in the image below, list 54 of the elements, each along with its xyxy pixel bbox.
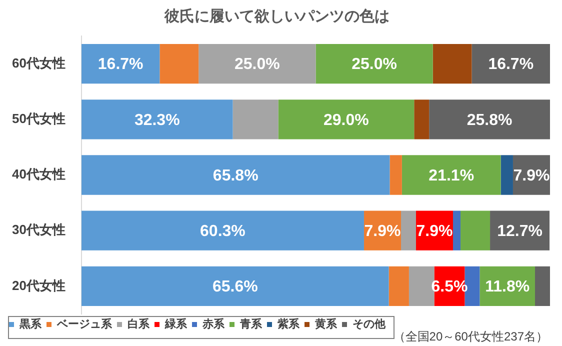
data-label: 21.1%: [428, 167, 474, 184]
bar: [453, 210, 461, 250]
bar: [278, 100, 414, 140]
y-tick-label: 60代女性: [12, 55, 66, 70]
data-label: 7.9%: [513, 167, 550, 184]
bar: [429, 100, 550, 140]
y-tick-label: 30代女性: [12, 222, 66, 238]
data-label: 11.8%: [485, 278, 530, 296]
bar: [432, 44, 472, 84]
bar: [160, 44, 199, 84]
legend-label: その他: [352, 318, 386, 331]
bar: [472, 44, 550, 84]
bar: [535, 266, 550, 306]
bar: [316, 44, 433, 84]
bar: [81, 44, 160, 84]
legend-label: 黒系: [18, 318, 42, 331]
y-tick-label: 40代女性: [12, 166, 66, 182]
bar: [390, 155, 402, 195]
data-label: 16.7%: [488, 56, 534, 74]
bar: [460, 210, 490, 250]
legend-label: ベージュ系: [56, 318, 113, 331]
legend-label: 黄系: [314, 318, 338, 331]
data-label: 25.8%: [466, 112, 512, 129]
bar: [414, 100, 430, 140]
data-label: 65.8%: [212, 167, 258, 184]
legend-label: 赤系: [202, 318, 226, 331]
y-tick-label: 50代女性: [12, 110, 66, 126]
bar: [81, 266, 389, 306]
chart-title: 彼氏に履いて欲しいパンツの色は: [164, 8, 390, 26]
data-label: 7.9%: [416, 223, 453, 240]
text: （全国20～60代女性237名）: [393, 329, 548, 344]
bar: [81, 155, 390, 195]
legend-label: 白系: [128, 318, 150, 331]
y-tick-label: 20代女性: [12, 278, 66, 293]
bar: [401, 210, 416, 250]
bar: [198, 44, 316, 84]
legend-label: 緑系: [164, 318, 188, 331]
legend-label: 紫系: [276, 318, 300, 331]
data-label: 60.3%: [200, 223, 246, 240]
data-label: 7.9%: [364, 223, 401, 240]
data-label: 12.7%: [497, 223, 542, 240]
bar: [500, 155, 513, 195]
bar: [81, 100, 233, 140]
bar: [81, 210, 364, 250]
bar: [402, 155, 501, 195]
bar: [232, 100, 278, 140]
data-label: 65.6%: [212, 278, 258, 296]
data-label: 29.0%: [324, 112, 369, 129]
data-label: 16.7%: [98, 56, 144, 74]
data-label: 25.0%: [352, 56, 397, 74]
legend-label: 青系: [239, 318, 263, 331]
bar: [388, 266, 409, 306]
data-label: 25.0%: [234, 56, 280, 74]
data-label: 32.3%: [134, 112, 180, 129]
